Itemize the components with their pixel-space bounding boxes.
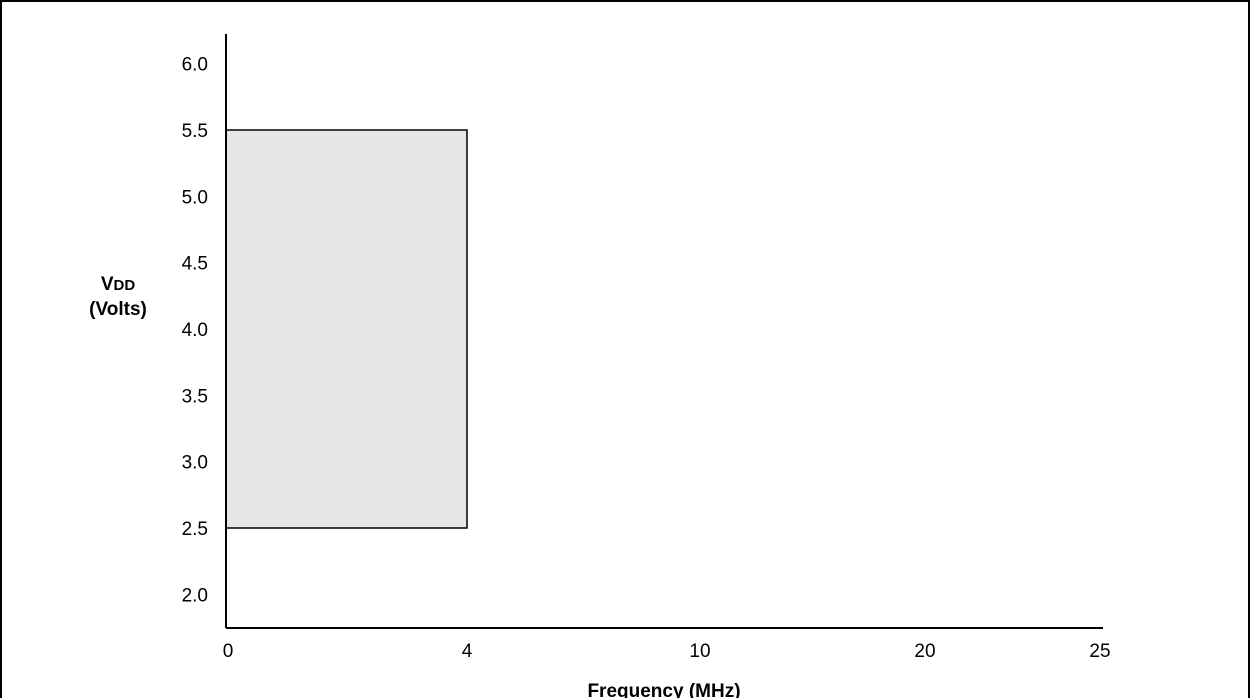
y-tick-label: 4.0 — [182, 320, 208, 341]
y-tick-label: 5.5 — [182, 121, 208, 142]
y-tick-label: 3.0 — [182, 453, 208, 474]
y-tick-label: 2.0 — [182, 585, 208, 606]
x-tick-label: 20 — [914, 641, 935, 662]
y-tick-label: 5.0 — [182, 187, 208, 208]
x-tick-label: 25 — [1089, 641, 1110, 662]
y-axis-title-main: V — [101, 274, 114, 295]
y-tick-label: 4.5 — [182, 254, 208, 275]
x-tick-label: 4 — [462, 641, 473, 662]
y-axis-title: VDD — [101, 274, 136, 295]
operating-region — [226, 130, 467, 528]
x-tick-label: 0 — [223, 641, 234, 662]
y-tick-label: 6.0 — [182, 55, 208, 76]
operating-region-outline — [226, 129, 468, 529]
y-axis-title-sub: DD — [114, 277, 136, 294]
x-tick-label: 10 — [689, 641, 710, 662]
x-axis-title: Frequency (MHz) — [587, 681, 740, 698]
y-tick-label: 2.5 — [182, 519, 208, 540]
y-tick-label: 3.5 — [182, 386, 208, 407]
y-axis-units: (Volts) — [89, 299, 147, 320]
